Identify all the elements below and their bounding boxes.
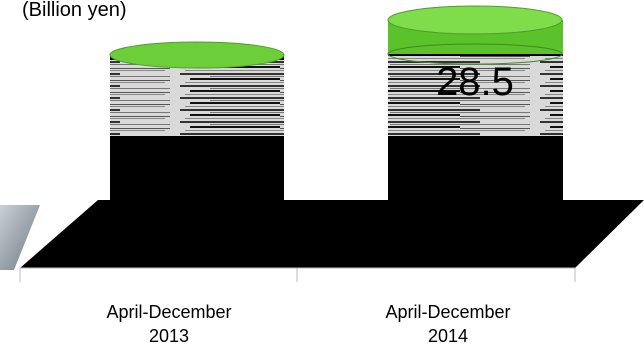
bar-april-december-2013 <box>109 41 285 210</box>
category-label-2014: April-December 2014 <box>348 300 548 348</box>
bar-top-2013 <box>109 41 285 69</box>
bar-april-december-2014 <box>387 5 563 210</box>
chart-floor <box>20 200 644 268</box>
bar-texture-2013 <box>110 60 284 136</box>
bar-texture-2014 <box>388 56 563 136</box>
category-label-2014-line1: April-December <box>385 302 511 322</box>
category-label-2013-line1: April-December <box>106 302 232 322</box>
unit-label: (Billion yen) <box>22 0 127 21</box>
category-label-2013: April-December 2013 <box>69 300 269 348</box>
chart-wall-left <box>0 205 40 270</box>
data-label-2014: 28.5 <box>436 60 514 104</box>
category-label-2014-line2: 2014 <box>427 326 469 346</box>
bar-top-rim-2014 <box>387 43 563 65</box>
bar-top-2014 <box>387 5 563 35</box>
category-label-2013-line2: 2013 <box>148 326 190 346</box>
